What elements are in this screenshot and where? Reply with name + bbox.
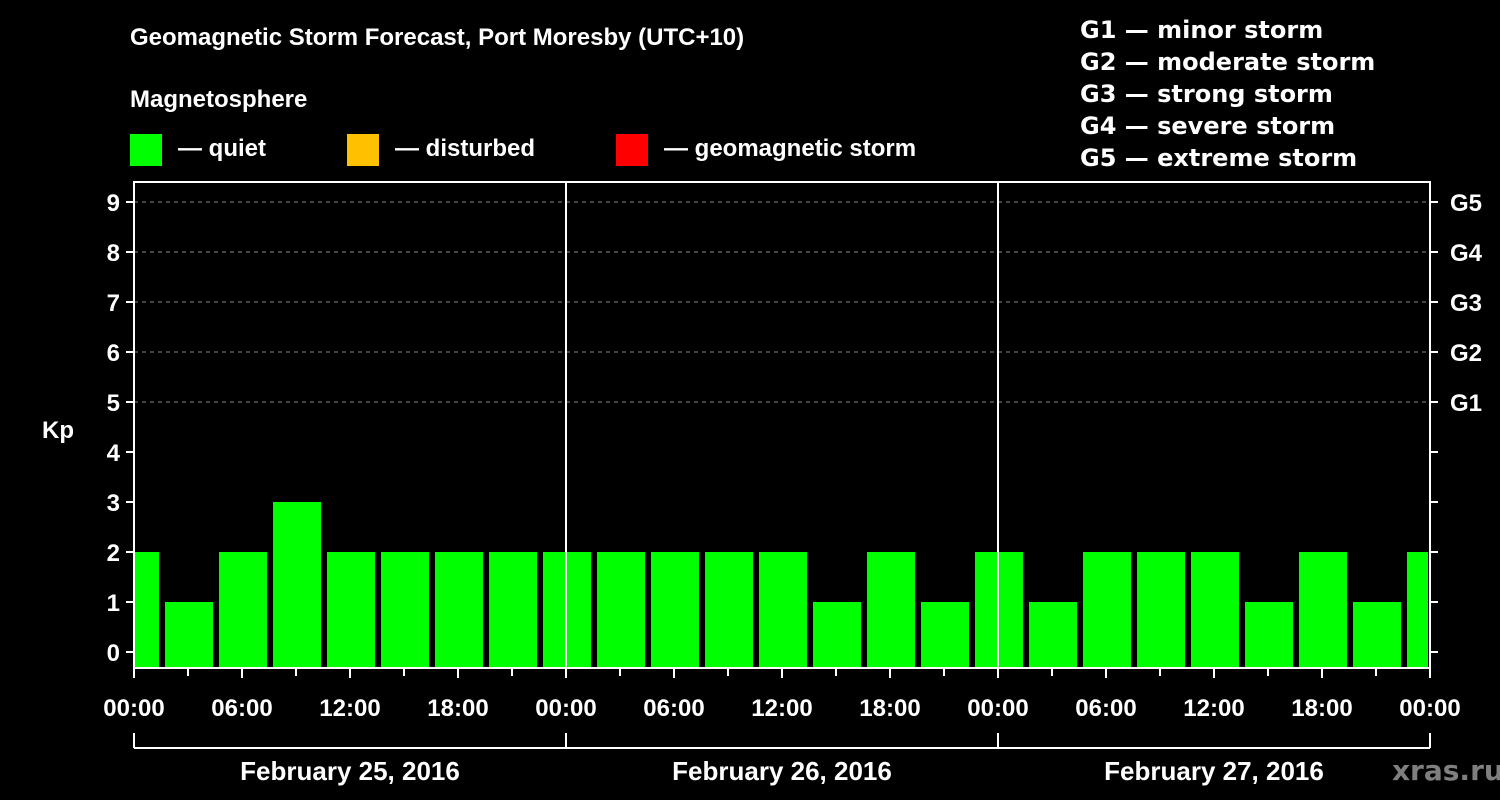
g-level-label: G1 — [1450, 390, 1482, 417]
y-tick-label: 8 — [107, 240, 120, 267]
kp-bar — [597, 552, 645, 668]
kp-bar — [135, 552, 159, 668]
g2-label: G2 — moderate storm — [1080, 48, 1376, 76]
kp-bar — [1029, 602, 1077, 668]
kp-bar — [219, 552, 267, 668]
x-tick-label: 18:00 — [427, 695, 488, 722]
g-level-label: G2 — [1450, 340, 1482, 367]
x-tick-label: 00:00 — [103, 695, 164, 722]
kp-bar — [651, 552, 699, 668]
y-tick-label: 1 — [107, 590, 120, 617]
x-tick-label: 00:00 — [535, 695, 596, 722]
kp-bar — [489, 552, 537, 668]
g4-label: G4 — severe storm — [1080, 112, 1336, 140]
kp-bar — [381, 552, 429, 668]
storm-swatch — [616, 134, 648, 166]
g3-label: G3 — strong storm — [1080, 80, 1333, 108]
kp-bar — [273, 502, 321, 668]
x-tick-label: 12:00 — [1183, 695, 1244, 722]
kp-bar — [435, 552, 483, 668]
y-tick-label: 4 — [107, 440, 121, 467]
kp-bar — [1137, 552, 1185, 668]
kp-bar — [1353, 602, 1401, 668]
kp-bar — [705, 552, 753, 668]
kp-bar — [759, 552, 807, 668]
kp-bar — [1299, 552, 1347, 668]
x-tick-label: 12:00 — [751, 695, 812, 722]
kp-bar — [867, 552, 915, 668]
y-tick-label: 7 — [107, 290, 120, 317]
y-axis-label: Kp — [42, 417, 74, 444]
kp-bar — [1407, 552, 1428, 668]
y-tick-label: 2 — [107, 540, 120, 567]
x-tick-label: 18:00 — [859, 695, 920, 722]
kp-bar — [327, 552, 375, 668]
kp-bar — [165, 602, 213, 668]
x-tick-label: 00:00 — [967, 695, 1028, 722]
x-tick-label: 06:00 — [211, 695, 272, 722]
watermark: xras.ru — [1392, 754, 1500, 787]
y-tick-label: 5 — [107, 390, 120, 417]
legend-storm-label: — geomagnetic storm — [664, 135, 917, 162]
legend-disturbed-label: — disturbed — [395, 135, 536, 162]
magnetosphere-label: Magnetosphere — [130, 86, 308, 113]
y-tick-label: 3 — [107, 490, 120, 517]
legend-quiet-label: — quiet — [178, 135, 266, 162]
x-tick-label: 06:00 — [1075, 695, 1136, 722]
kp-bar — [1245, 602, 1293, 668]
g-level-label: G4 — [1450, 240, 1483, 267]
kp-bar — [1083, 552, 1131, 668]
x-tick-label: 12:00 — [319, 695, 380, 722]
kp-bar — [1191, 552, 1239, 668]
g-level-label: G3 — [1450, 290, 1482, 317]
g5-label: G5 — extreme storm — [1080, 144, 1358, 172]
chart-title: Geomagnetic Storm Forecast, Port Moresby… — [130, 24, 745, 51]
kp-bar — [813, 602, 861, 668]
x-tick-label: 18:00 — [1291, 695, 1352, 722]
kp-bar — [921, 602, 969, 668]
y-tick-label: 6 — [107, 340, 120, 367]
g-level-label: G5 — [1450, 190, 1482, 217]
x-tick-label: 00:00 — [1399, 695, 1460, 722]
disturbed-swatch — [347, 134, 379, 166]
y-tick-label: 0 — [107, 640, 120, 667]
quiet-swatch — [130, 134, 162, 166]
day-label: February 26, 2016 — [672, 756, 892, 786]
x-tick-label: 06:00 — [643, 695, 704, 722]
y-tick-label: 9 — [107, 190, 120, 217]
day-label: February 25, 2016 — [240, 756, 460, 786]
g-scale-list: G1 — minor storm G2 — moderate storm G3 … — [1080, 14, 1375, 174]
day-label: February 27, 2016 — [1104, 756, 1324, 786]
g1-label: G1 — minor storm — [1080, 16, 1324, 44]
